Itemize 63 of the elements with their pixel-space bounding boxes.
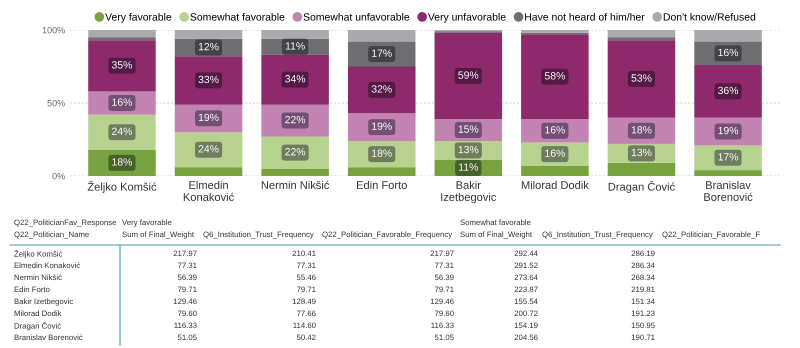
bar (348, 167, 416, 176)
data-label: 19% (718, 126, 738, 134)
data-label: 22% (285, 116, 306, 124)
bar (174, 167, 242, 176)
data-label: 18% (372, 150, 392, 157)
data-label: 35% (112, 61, 132, 69)
x-tick-label: Elmedin Konaković (184, 180, 234, 201)
x-tick-label: Edin Forto (356, 180, 407, 190)
data-label: 22% (285, 148, 306, 156)
y-tick-label: 0% (52, 172, 65, 180)
x-tick-label: Željko Komšić (88, 180, 156, 193)
bar (521, 30, 589, 33)
data-label: 12% (198, 42, 219, 50)
bar (261, 168, 329, 176)
bar (88, 30, 156, 38)
bar (694, 170, 762, 176)
data-label: 17% (372, 50, 392, 57)
data-label: 19% (372, 122, 392, 130)
data-label: 16% (545, 150, 565, 157)
y-tick-label: 100% (42, 26, 65, 34)
legend-label: Very unfavorable (428, 13, 506, 23)
data-label: 53% (631, 74, 652, 82)
data-label: 15% (458, 125, 478, 133)
bar (261, 30, 329, 39)
data-label: 33% (198, 76, 219, 84)
x-tick-label: Dragan Čović (608, 180, 675, 193)
data-label: 16% (112, 98, 132, 106)
bar (521, 166, 589, 176)
bar (608, 162, 676, 176)
data-label: 58% (544, 72, 565, 80)
legend-label: Very favorable (105, 13, 172, 23)
data-label: 19% (198, 114, 219, 122)
data-label: 36% (718, 86, 738, 94)
data-label: 24% (198, 145, 219, 152)
data-label: 16% (545, 126, 565, 134)
x-tick-label: Nermin Nikšić (262, 180, 330, 190)
legend-label: Don't know/Refused (664, 13, 756, 21)
bar (608, 30, 676, 38)
x-tick-label: Bakir Izetbegovic (441, 180, 496, 204)
x-tick-label: Milorad Dodik (522, 180, 589, 190)
bar (174, 30, 242, 39)
data-label: 13% (458, 146, 478, 154)
data-label: 32% (372, 85, 392, 93)
bar (434, 32, 502, 120)
data-label: 17% (718, 153, 738, 161)
data-label: 11% (286, 42, 305, 50)
bar (521, 34, 589, 120)
data-label: 18% (632, 126, 652, 134)
data-label: 13% (632, 148, 652, 156)
legend-label: Somewhat unfavorable (304, 13, 410, 21)
x-tick-label: Branislav Borenović (704, 180, 752, 201)
bar (694, 30, 762, 42)
legend-label: Somewhat favorable (190, 13, 284, 21)
bar (348, 30, 416, 42)
data-label: 34% (285, 75, 306, 82)
data-label: 59% (458, 71, 478, 79)
data-label: 24% (112, 128, 132, 135)
bar (608, 40, 676, 118)
y-tick-label: 50% (47, 100, 65, 106)
data-label: 11% (459, 163, 478, 171)
data-label: 18% (112, 158, 132, 166)
legend-label: Have not heard of him/her (525, 13, 645, 21)
data-label: 16% (718, 48, 738, 56)
